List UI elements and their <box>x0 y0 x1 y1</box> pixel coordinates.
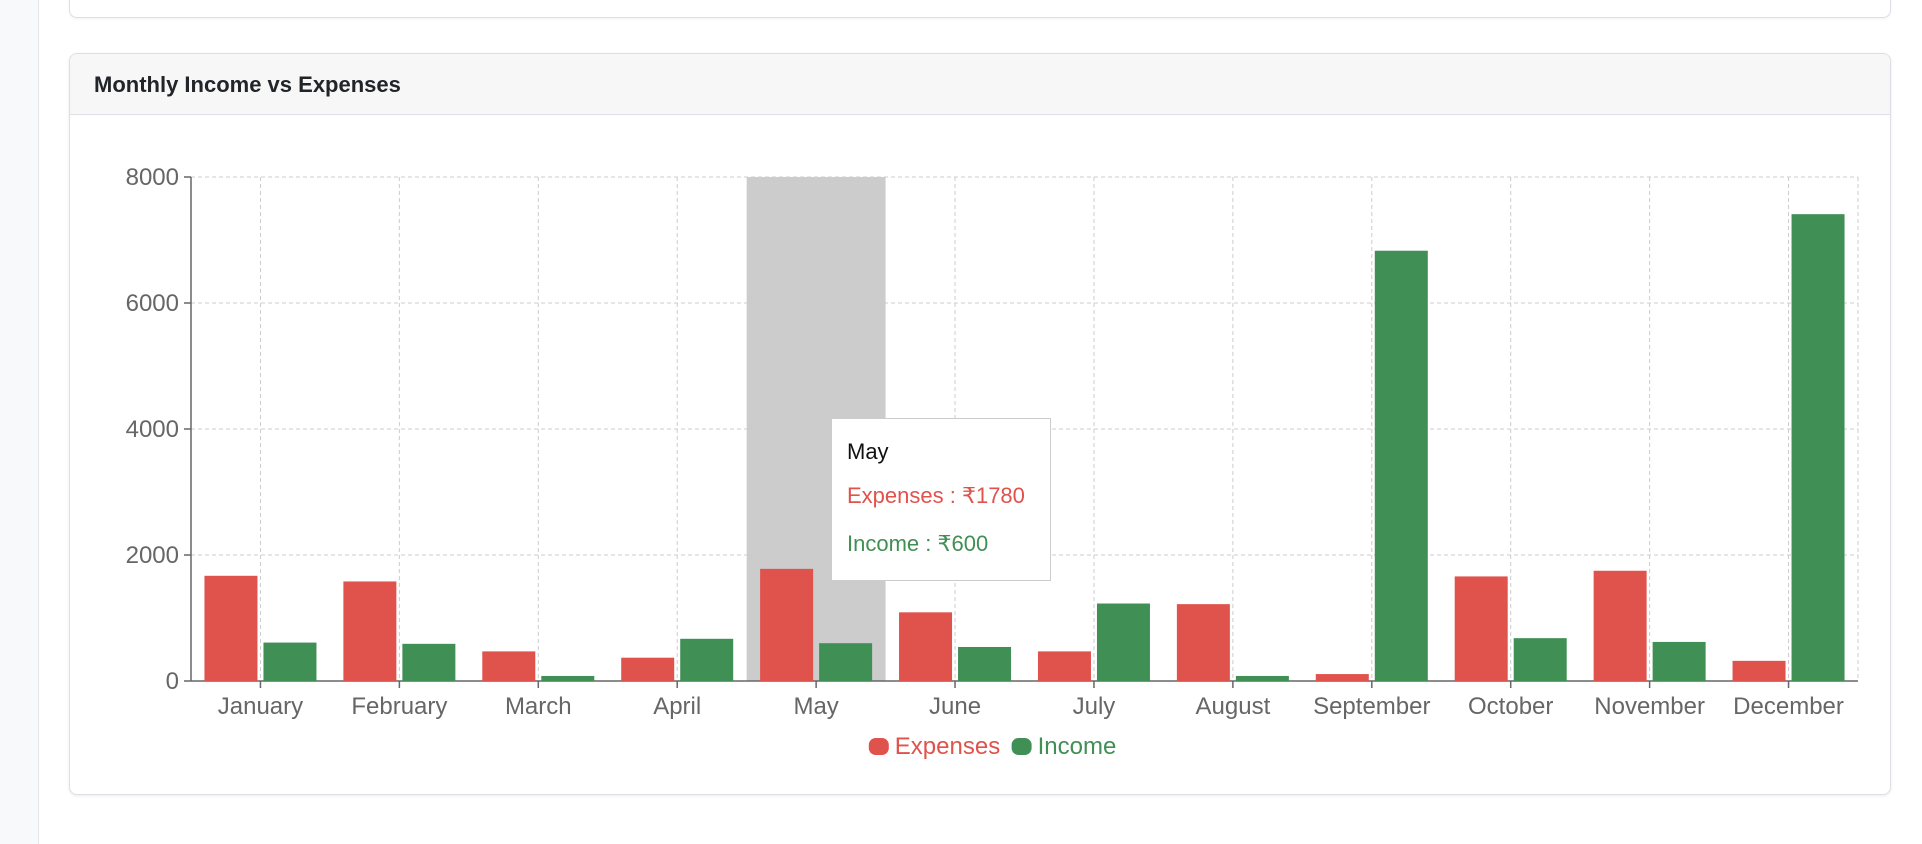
legend-swatch-expenses <box>868 738 889 755</box>
bar-income-june[interactable] <box>958 646 1012 681</box>
y-tick-label: 0 <box>166 668 179 695</box>
bar-income-august[interactable] <box>1235 675 1289 681</box>
y-tick-label: 2000 <box>126 542 179 569</box>
bar-income-july[interactable] <box>1096 603 1150 681</box>
tooltip-income-value: ₹600 <box>937 531 989 556</box>
legend-label-expenses[interactable]: Expenses <box>895 733 1000 760</box>
bar-expenses-april[interactable] <box>621 657 675 681</box>
bar-expenses-january[interactable] <box>204 575 258 681</box>
y-tick-label: 4000 <box>126 416 179 443</box>
x-tick-label: June <box>929 693 981 720</box>
previous-card <box>69 0 1891 18</box>
bar-expenses-may[interactable] <box>760 568 814 681</box>
bar-expenses-december[interactable] <box>1732 660 1786 681</box>
bar-income-september[interactable] <box>1374 250 1428 681</box>
x-tick-label: April <box>653 693 701 720</box>
bar-expenses-october[interactable] <box>1454 576 1508 681</box>
bar-expenses-november[interactable] <box>1593 570 1647 681</box>
bar-expenses-june[interactable] <box>899 612 953 681</box>
bar-expenses-july[interactable] <box>1037 651 1091 681</box>
tooltip-income-name: Income <box>847 531 920 556</box>
x-tick-label: November <box>1594 693 1705 720</box>
bar-expenses-march[interactable] <box>482 651 536 681</box>
card-title: Monthly Income vs Expenses <box>94 72 401 97</box>
bar-expenses-august[interactable] <box>1176 604 1230 681</box>
x-tick-label: July <box>1073 693 1116 720</box>
tooltip-expenses-value: ₹1780 <box>961 483 1025 508</box>
y-tick-label: 6000 <box>126 290 179 317</box>
bar-income-march[interactable] <box>541 675 595 681</box>
x-tick-label: August <box>1196 693 1271 720</box>
x-tick-label: December <box>1733 693 1844 720</box>
page-left-rail <box>0 0 39 844</box>
bar-income-april[interactable] <box>680 638 734 681</box>
tooltip-income-row: Income : ₹600 <box>847 531 989 556</box>
x-tick-label: January <box>218 693 303 720</box>
bar-expenses-february[interactable] <box>343 581 397 681</box>
x-tick-label: September <box>1313 693 1430 720</box>
card-header: Monthly Income vs Expenses <box>70 54 1890 115</box>
bar-income-february[interactable] <box>402 643 456 681</box>
x-tick-label: February <box>351 693 447 720</box>
legend-swatch-income <box>1011 738 1032 755</box>
tooltip-label: May <box>847 439 889 464</box>
bar-income-november[interactable] <box>1652 641 1706 681</box>
bar-income-may[interactable] <box>819 643 873 681</box>
bar-expenses-september[interactable] <box>1315 674 1369 681</box>
x-tick-label: March <box>505 693 572 720</box>
tooltip-expenses-name: Expenses <box>847 483 944 508</box>
x-tick-label: October <box>1468 693 1553 720</box>
chart-tooltip: May Expenses : ₹1780 Income : ₹600 <box>831 418 1051 581</box>
bar-income-december[interactable] <box>1791 214 1845 682</box>
tooltip-expenses-row: Expenses : ₹1780 <box>847 483 1025 508</box>
bar-income-october[interactable] <box>1513 638 1567 681</box>
x-tick-label: May <box>793 693 838 720</box>
legend-label-income[interactable]: Income <box>1038 733 1117 760</box>
y-tick-label: 8000 <box>126 164 179 191</box>
bar-income-january[interactable] <box>263 642 317 681</box>
